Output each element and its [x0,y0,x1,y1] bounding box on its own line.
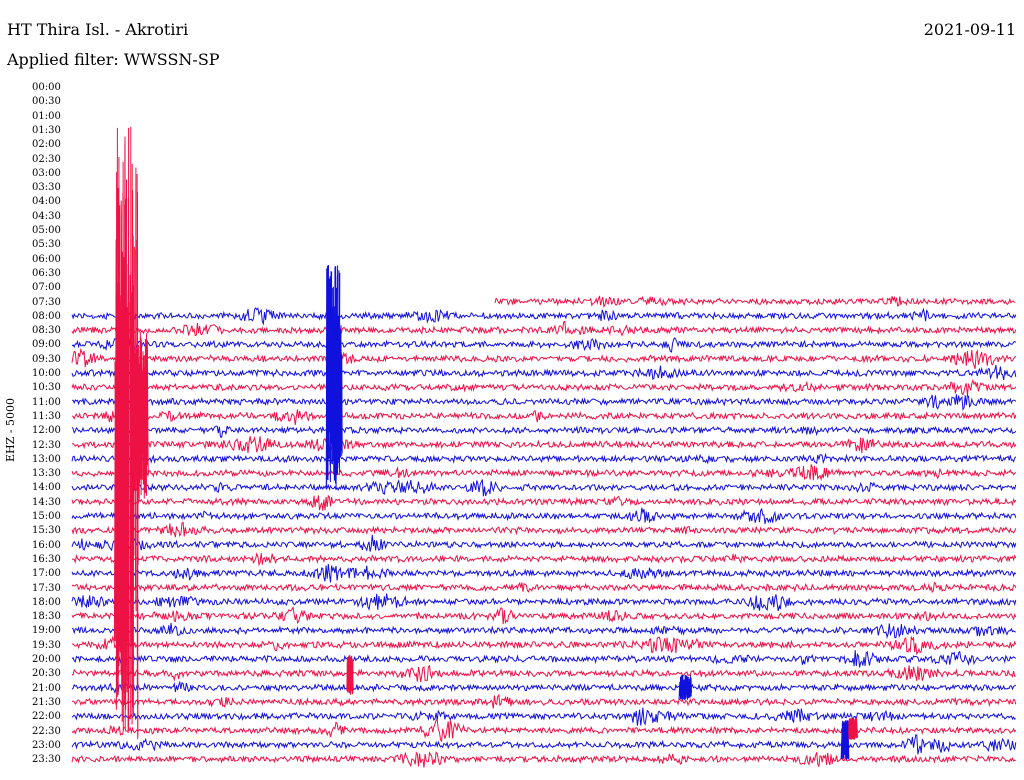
time-label: 03:30 [32,182,61,194]
time-label: 17:00 [32,568,61,580]
trace-line [71,680,1017,694]
time-label: 18:00 [32,596,61,608]
time-label: 14:00 [32,482,61,494]
time-label: 07:00 [32,282,61,294]
time-label: 12:30 [32,439,61,451]
trace-line [71,378,1017,396]
time-label: 19:00 [32,625,61,637]
trace-line [494,295,1016,309]
time-label: 11:00 [32,396,61,408]
time-label: 19:30 [32,639,61,651]
trace-line [71,464,1017,482]
time-label: 17:30 [32,582,61,594]
time-label: 15:30 [32,525,61,537]
trace-line [71,581,1017,594]
trace-line [71,606,1017,625]
time-label: 06:00 [32,253,61,265]
time-label: 10:30 [32,382,61,394]
event-burst [840,720,850,760]
trace-line [71,521,1017,538]
trace-line [71,494,1017,511]
event-burst [113,290,130,695]
event-burst [131,332,149,500]
trace-line [71,320,1017,337]
time-label: 21:30 [32,696,61,708]
trace-line [71,693,1017,709]
event-burst [346,655,354,695]
trace-line [71,425,1017,438]
trace-line [71,336,1017,353]
trace-line [71,394,1017,411]
time-label: 02:30 [32,153,61,165]
time-label: 23:00 [32,739,61,751]
time-label: 14:30 [32,496,61,508]
time-label: 05:30 [32,239,61,251]
time-label: 04:30 [32,210,61,222]
time-label: 23:30 [32,754,61,766]
trace-line [71,364,1017,381]
event-burst [331,320,343,468]
trace-line [71,534,1017,554]
time-label: 18:30 [32,611,61,623]
time-label: 10:00 [32,368,61,379]
time-label: 21:00 [32,682,61,694]
time-label: 05:00 [32,225,61,236]
trace-line [71,479,1017,497]
time-label: 00:00 [32,82,61,93]
time-label: 01:00 [32,110,61,122]
time-label: 07:30 [32,296,61,308]
trace-line [71,719,1017,742]
trace-line [71,452,1017,465]
station-title: HT Thira Isl. - Akrotiri [7,20,189,39]
time-label: 16:00 [32,539,61,551]
time-label: 06:30 [32,267,61,279]
trace-line [71,507,1017,525]
time-label: 09:00 [32,339,61,351]
time-label: 13:30 [32,468,61,480]
trace-line [71,593,1017,612]
trace-line [71,622,1017,639]
trace-line [71,404,1017,426]
time-label: 04:00 [32,196,61,208]
time-label: 15:00 [32,511,61,522]
filter-label: Applied filter: WWSSN-SP [7,50,220,69]
trace-line [71,664,1016,683]
time-label: 08:00 [32,310,61,322]
time-label: 09:30 [32,353,61,365]
time-label: 08:30 [32,325,61,337]
time-label: 22:00 [32,711,61,723]
time-label: 01:30 [32,124,61,136]
time-label: 11:30 [32,410,61,422]
event-burst [678,674,692,700]
trace-line [71,707,1017,726]
time-label: 02:00 [32,139,61,151]
trace-line [71,564,1017,583]
time-label: 03:00 [32,167,61,179]
time-label: 16:30 [32,553,61,565]
event-burst [848,717,858,740]
time-label: 13:00 [32,453,61,465]
time-axis: 00:00 00:30 01:00 01:30 02:00 02:30 03:00 03:30… [0,0,70,780]
time-label: 20:30 [32,668,61,680]
trace-line [71,635,1017,656]
time-label: 22:30 [32,725,61,737]
trace-line [71,347,1017,369]
trace-line [71,552,1017,567]
time-label: 12:00 [32,425,61,437]
time-label: 00:30 [32,96,61,108]
date-label: 2021-09-11 [923,20,1016,39]
trace-line [71,734,1017,755]
trace-line [71,307,1017,326]
trace-line [71,436,1017,454]
trace-line [71,650,1017,668]
trace-line [71,751,1016,768]
time-label: 20:00 [32,654,61,665]
